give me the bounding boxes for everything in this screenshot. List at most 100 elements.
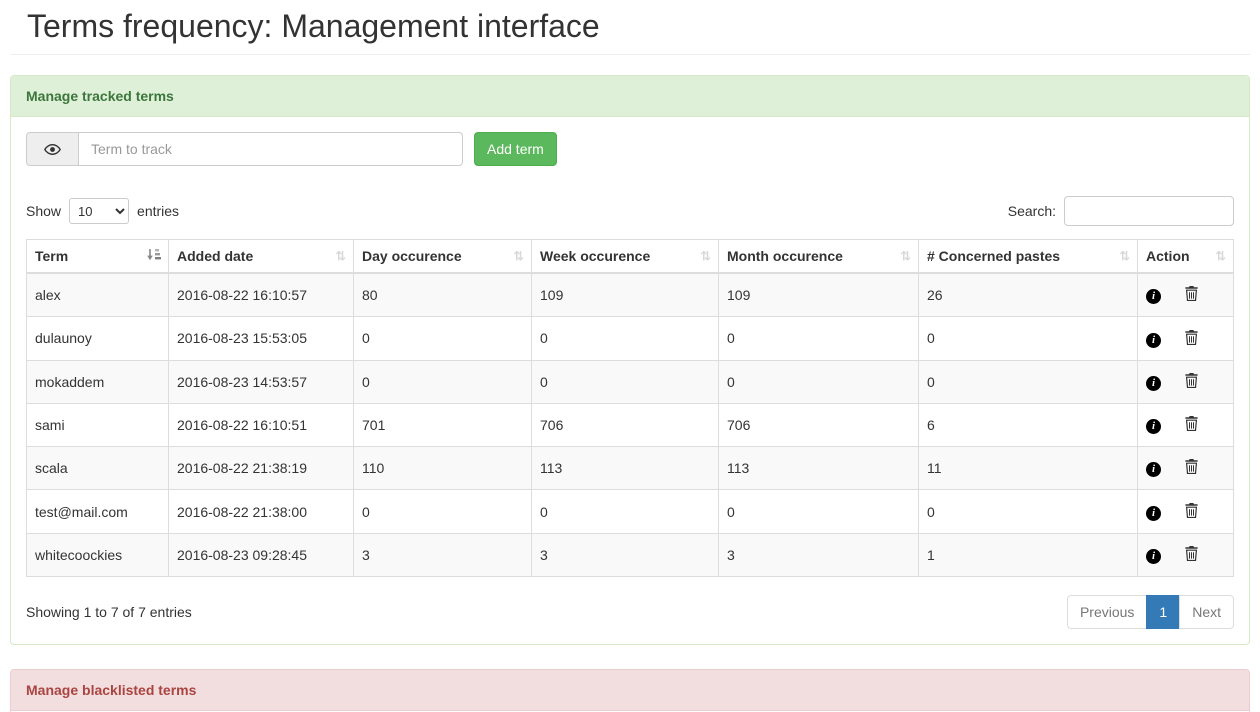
page-length-control: Show 10 entries	[26, 198, 179, 224]
month-occurence-cell: 0	[718, 489, 919, 534]
column-header-added-date[interactable]: Added date ⇅	[168, 239, 354, 274]
page-header: Terms frequency: Management interface	[10, 0, 1250, 55]
trash-icon	[1185, 546, 1198, 564]
day-occurence-cell: 80	[353, 272, 532, 318]
week-occurence-cell: 0	[531, 359, 719, 404]
day-occurence-cell: 701	[353, 402, 532, 448]
info-icon: i	[1146, 549, 1161, 565]
added-date-cell: 2016-08-23 09:28:45	[168, 532, 354, 578]
column-header-term[interactable]: Term	[26, 239, 169, 274]
term-info-button[interactable]: i	[1146, 416, 1161, 435]
search-control: Search:	[1008, 196, 1234, 226]
term-input-group	[26, 132, 463, 166]
term-delete-button[interactable]	[1185, 459, 1198, 477]
table-body: alex 2016-08-22 16:10:57 80 109 109 26 i…	[26, 272, 1234, 578]
term-delete-button[interactable]	[1185, 502, 1198, 521]
add-term-button[interactable]: Add term	[474, 132, 557, 166]
column-header-concerned-pastes[interactable]: # Concerned pastes ⇅	[918, 239, 1138, 274]
month-occurence-cell: 113	[718, 446, 919, 491]
trash-icon	[1185, 286, 1198, 304]
tracked-terms-panel: Manage tracked terms Add term Sho	[10, 75, 1250, 646]
week-occurence-cell: 113	[531, 446, 719, 491]
show-label: Show	[26, 203, 62, 219]
term-cell: scala	[26, 446, 169, 491]
add-term-form: Add term	[26, 132, 1234, 166]
entries-label: entries	[137, 203, 180, 219]
pagination-page-1[interactable]: 1	[1146, 595, 1181, 630]
term-cell: alex	[26, 272, 169, 318]
table-row: scala 2016-08-22 21:38:19 110 113 113 11…	[26, 446, 1234, 491]
blacklisted-terms-panel: Manage blacklisted terms	[10, 669, 1250, 712]
added-date-cell: 2016-08-22 21:38:00	[168, 489, 354, 534]
week-occurence-cell: 3	[531, 532, 719, 578]
trash-icon	[1185, 502, 1198, 521]
column-header-month-occurence[interactable]: Month occurence ⇅	[718, 239, 919, 274]
week-occurence-cell: 109	[531, 272, 719, 318]
table-row: mokaddem 2016-08-23 14:53:57 0 0 0 0 i	[26, 359, 1234, 404]
concerned-pastes-cell: 26	[918, 272, 1138, 318]
day-occurence-cell: 0	[353, 316, 532, 361]
table-row: alex 2016-08-22 16:10:57 80 109 109 26 i	[26, 272, 1234, 318]
term-cell: mokaddem	[26, 359, 169, 404]
info-icon: i	[1146, 505, 1161, 521]
info-icon: i	[1146, 419, 1161, 435]
added-date-cell: 2016-08-22 21:38:19	[168, 446, 354, 491]
table-row: whitecoockies 2016-08-23 09:28:45 3 3 3 …	[26, 532, 1234, 578]
week-occurence-cell: 0	[531, 316, 719, 361]
pagination-next[interactable]: Next	[1179, 595, 1234, 630]
column-header-week-occurence[interactable]: Week occurence ⇅	[531, 239, 719, 274]
month-occurence-cell: 3	[718, 532, 919, 578]
term-info-button[interactable]: i	[1146, 459, 1161, 478]
trash-icon	[1185, 416, 1198, 434]
action-cell: i	[1137, 446, 1234, 491]
sort-both-icon: ⇅	[700, 248, 711, 264]
column-header-day-occurence[interactable]: Day occurence ⇅	[353, 239, 532, 274]
concerned-pastes-cell: 11	[918, 446, 1138, 491]
page-title: Terms frequency: Management interface	[27, 8, 600, 44]
month-occurence-cell: 109	[718, 272, 919, 318]
column-header-action[interactable]: Action ⇅	[1137, 239, 1234, 274]
term-info-button[interactable]: i	[1146, 503, 1161, 521]
term-cell: whitecoockies	[26, 532, 169, 578]
pagination: Previous 1 Next	[1066, 595, 1234, 630]
blacklisted-terms-panel-heading: Manage blacklisted terms	[11, 670, 1249, 712]
info-icon: i	[1146, 332, 1161, 348]
page-length-select[interactable]: 10	[69, 198, 130, 224]
table-row: sami 2016-08-22 16:10:51 701 706 706 6 i	[26, 402, 1234, 448]
blacklisted-terms-panel-title: Manage blacklisted terms	[26, 682, 197, 699]
term-delete-button[interactable]	[1185, 329, 1198, 348]
term-delete-button[interactable]	[1185, 286, 1198, 304]
table-row: dulaunoy 2016-08-23 15:53:05 0 0 0 0 i	[26, 316, 1234, 361]
table-header-row: Term	[26, 239, 1234, 274]
week-occurence-cell: 0	[531, 489, 719, 534]
term-info-button[interactable]: i	[1146, 286, 1161, 305]
week-occurence-cell: 706	[531, 402, 719, 448]
eye-icon	[26, 132, 78, 166]
pagination-previous[interactable]: Previous	[1066, 595, 1148, 630]
term-cell: sami	[26, 402, 169, 448]
search-input[interactable]	[1064, 196, 1234, 226]
table-info: Showing 1 to 7 of 7 entries	[26, 604, 192, 621]
sort-both-icon: ⇅	[335, 248, 346, 264]
term-cell: test@mail.com	[26, 489, 169, 534]
term-info-button[interactable]: i	[1146, 330, 1161, 348]
term-input[interactable]	[78, 132, 463, 166]
sort-both-icon: ⇅	[1119, 248, 1130, 264]
term-delete-button[interactable]	[1185, 416, 1198, 434]
sort-ascending-icon	[147, 248, 161, 264]
search-label: Search:	[1007, 203, 1056, 219]
term-info-button[interactable]: i	[1146, 373, 1161, 391]
action-cell: i	[1137, 359, 1234, 404]
datatable-footer: Showing 1 to 7 of 7 entries Previous 1 N…	[26, 595, 1234, 630]
concerned-pastes-cell: 1	[918, 532, 1138, 578]
table-row: test@mail.com 2016-08-22 21:38:00 0 0 0 …	[26, 489, 1234, 534]
term-info-button[interactable]: i	[1146, 546, 1161, 565]
term-delete-button[interactable]	[1185, 372, 1198, 391]
action-cell: i	[1137, 316, 1234, 361]
term-delete-button[interactable]	[1185, 546, 1198, 564]
day-occurence-cell: 0	[353, 359, 532, 404]
concerned-pastes-cell: 6	[918, 402, 1138, 448]
day-occurence-cell: 110	[353, 446, 532, 491]
sort-both-icon: ⇅	[900, 248, 911, 264]
